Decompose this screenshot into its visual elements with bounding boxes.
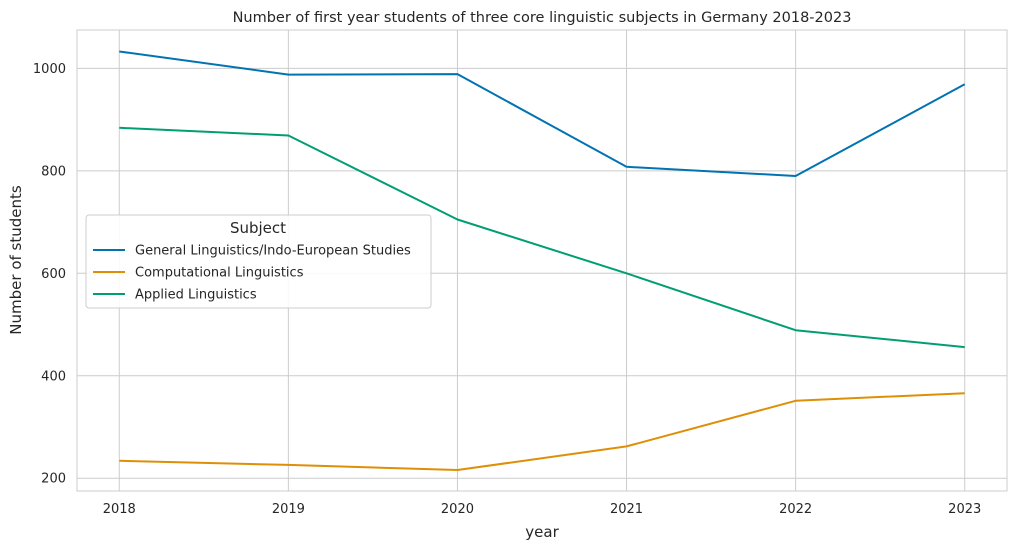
x-tick-label: 2019 — [272, 502, 305, 517]
legend-items: General Linguistics/Indo-European Studie… — [93, 244, 411, 303]
y-axis-label: Number of students — [7, 185, 25, 335]
legend: Subject General Linguistics/Indo-Europea… — [85, 214, 432, 309]
y-tick-label: 600 — [41, 267, 66, 282]
series-line-2 — [119, 126, 965, 349]
y-axis-ticks: 200 400 600 800 1000 — [33, 62, 66, 487]
legend-title: Subject — [230, 219, 286, 237]
x-axis-label: year — [525, 523, 559, 541]
legend-box — [85, 214, 432, 309]
x-tick-label: 2020 — [441, 502, 474, 517]
y-tick-label: 400 — [41, 369, 66, 384]
x-tick-label: 2023 — [948, 502, 981, 517]
y-tick-label: 800 — [41, 164, 66, 179]
x-tick-label: 2022 — [779, 502, 812, 517]
x-axis-ticks: 2018 2019 2020 2021 2022 2023 — [103, 502, 982, 517]
legend-label: Computational Linguistics — [135, 266, 304, 281]
x-tick-label: 2018 — [103, 502, 136, 517]
series-line-1 — [119, 392, 965, 471]
legend-label: Applied Linguistics — [135, 288, 257, 303]
chart-title: Number of first year students of three c… — [233, 10, 852, 26]
legend-label: General Linguistics/Indo-European Studie… — [135, 244, 411, 259]
y-tick-label: 200 — [41, 472, 66, 487]
series-line-0 — [119, 50, 966, 177]
x-tick-label: 2021 — [610, 502, 643, 517]
y-tick-label: 1000 — [33, 62, 66, 77]
series-lines — [119, 50, 966, 471]
